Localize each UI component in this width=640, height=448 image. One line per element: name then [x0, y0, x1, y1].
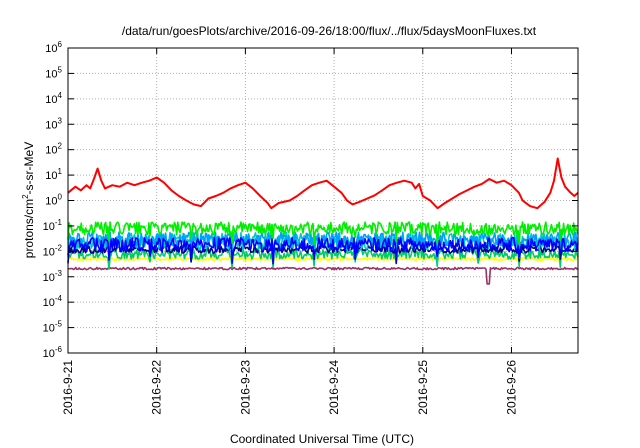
- series-line: [67, 247, 579, 270]
- y-tick-label: 10-2: [43, 243, 63, 258]
- y-axis-label: protons/cm2-s-sr-MeV: [21, 142, 36, 258]
- y-tick-label: 10-4: [43, 294, 63, 309]
- y-tick-label: 10-6: [43, 345, 63, 360]
- y-tick-label: 100: [45, 193, 62, 208]
- series-line: [67, 221, 579, 246]
- y-tick-label: 105: [45, 65, 62, 80]
- y-tick-label: 106: [45, 40, 62, 55]
- x-tick-label: 2016-9-25: [416, 360, 430, 415]
- x-tick-label: 2016-9-24: [327, 360, 341, 415]
- series-line: [67, 237, 579, 265]
- series-line: [67, 256, 579, 262]
- series-line: [67, 231, 579, 259]
- y-tick-label: 10-1: [43, 218, 63, 233]
- y-tick-label: 10-5: [43, 320, 63, 335]
- x-tick-label: 2016-9-26: [504, 360, 518, 415]
- grid: [67, 47, 578, 354]
- y-tick-label: 102: [45, 142, 62, 157]
- y-tick-label: 10-3: [43, 269, 63, 284]
- x-axis-label: Coordinated Universal Time (UTC): [230, 432, 414, 446]
- y-tick-label: 104: [45, 91, 62, 106]
- x-tick-label: 2016-9-21: [61, 360, 75, 415]
- series-layer: [67, 157, 579, 285]
- y-tick-label: 101: [45, 167, 62, 182]
- y-tick-label: 103: [45, 116, 62, 131]
- x-tick-label: 2016-9-23: [238, 360, 252, 415]
- x-tick-label: 2016-9-22: [150, 360, 164, 415]
- series-line: [67, 157, 579, 210]
- axis-ticks: 106 105 104 103 102 101 100 10-1 10-2 10-3 10-4 10-…: [43, 40, 578, 415]
- chart-title: /data/run/goesPlots/archive/2016-09-26/1…: [122, 24, 537, 38]
- series-line: [67, 266, 579, 285]
